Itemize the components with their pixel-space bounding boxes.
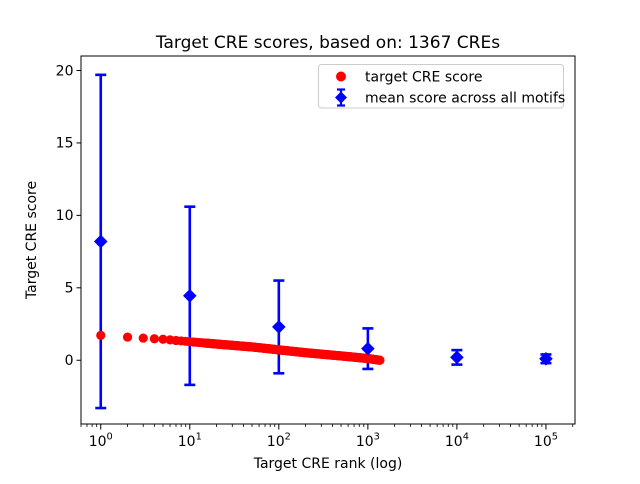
mean-score-point xyxy=(450,350,464,365)
y-tick-label: 15 xyxy=(56,136,74,152)
target-score-point xyxy=(122,332,133,342)
legend-target-score-marker-icon xyxy=(336,71,346,82)
target-score-point xyxy=(138,333,148,343)
legend: target CRE score mean score across all m… xyxy=(318,64,565,109)
x-tick-label: 103 xyxy=(356,432,380,451)
x-axis-ticks: 100 101 102 103 104 105 xyxy=(80,424,574,451)
target-score-point xyxy=(149,334,159,344)
mean-score-point xyxy=(361,341,375,356)
legend-label-target-score: target CRE score xyxy=(365,70,482,86)
y-axis-ticks: 0 5 10 15 20 xyxy=(56,63,81,369)
y-tick-label: 20 xyxy=(56,63,74,79)
y-tick-label: 0 xyxy=(65,353,74,369)
mean-score-point xyxy=(93,234,108,249)
mean-score-point xyxy=(182,288,197,303)
chart-title: Target CRE scores, based on: 1367 CREs xyxy=(155,33,500,53)
mean-score-point xyxy=(272,320,286,334)
y-axis-label: Target CRE score xyxy=(24,181,40,300)
mean-score-diamonds xyxy=(93,234,553,366)
x-tick-label: 100 xyxy=(89,432,113,451)
target-score-point xyxy=(96,330,106,340)
target-score-point xyxy=(375,355,385,365)
legend-mean-score-marker-icon xyxy=(335,88,347,107)
y-tick-label: 10 xyxy=(56,208,74,224)
x-tick-label: 102 xyxy=(267,432,291,451)
target-score-series xyxy=(96,330,385,365)
x-tick-label: 105 xyxy=(534,432,558,451)
x-tick-label: 104 xyxy=(445,432,469,451)
y-tick-label: 5 xyxy=(65,281,74,297)
x-tick-label: 101 xyxy=(178,432,202,451)
legend-frame xyxy=(318,64,564,109)
x-axis-label: Target CRE rank (log) xyxy=(253,456,403,472)
plot-area-frame xyxy=(80,55,576,425)
target-score-point xyxy=(158,334,168,344)
legend-label-mean-score: mean score across all motifs xyxy=(365,91,565,107)
mean-score-point xyxy=(539,352,553,366)
